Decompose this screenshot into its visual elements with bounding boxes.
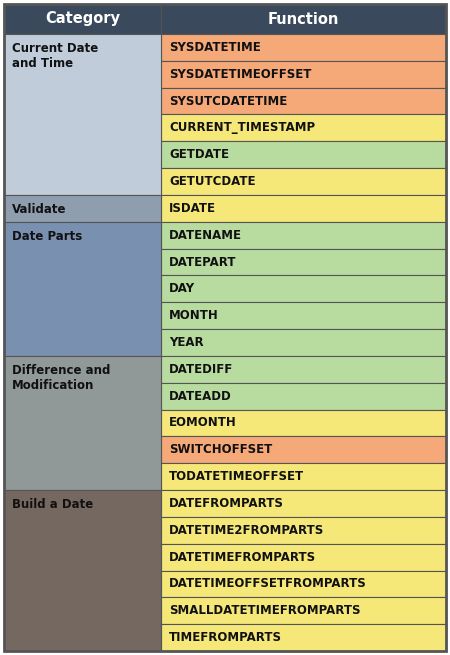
Bar — [161, 329, 446, 356]
Bar — [161, 409, 446, 436]
Bar — [161, 544, 446, 571]
Bar — [161, 517, 446, 544]
Text: DATEADD: DATEADD — [169, 390, 232, 403]
Text: SYSDATETIME: SYSDATETIME — [169, 41, 261, 54]
Bar — [161, 34, 446, 61]
Text: DATETIMEFROMPARTS: DATETIMEFROMPARTS — [169, 551, 316, 563]
Text: DATETIME2FROMPARTS: DATETIME2FROMPARTS — [169, 524, 324, 537]
Bar — [161, 115, 446, 141]
Bar — [161, 141, 446, 168]
Text: CURRENT_TIMESTAMP: CURRENT_TIMESTAMP — [169, 121, 315, 134]
Bar — [161, 383, 446, 409]
Bar — [161, 302, 446, 329]
Bar — [4, 490, 161, 651]
Text: MONTH: MONTH — [169, 309, 219, 322]
Bar — [161, 490, 446, 517]
Text: SYSDATETIMEOFFSET: SYSDATETIMEOFFSET — [169, 67, 311, 81]
Text: TODATETIMEOFFSET: TODATETIMEOFFSET — [169, 470, 304, 483]
Bar — [4, 356, 161, 490]
Text: YEAR: YEAR — [169, 336, 203, 349]
Text: ISDATE: ISDATE — [169, 202, 216, 215]
Text: GETUTCDATE: GETUTCDATE — [169, 175, 256, 188]
Text: GETDATE: GETDATE — [169, 148, 229, 161]
Text: SMALLDATETIMEFROMPARTS: SMALLDATETIMEFROMPARTS — [169, 605, 360, 617]
Bar — [161, 436, 446, 463]
Text: DATEDIFF: DATEDIFF — [169, 363, 233, 376]
Bar — [161, 61, 446, 88]
Text: Build a Date: Build a Date — [12, 498, 93, 511]
Text: DATENAME: DATENAME — [169, 229, 242, 242]
Bar — [161, 168, 446, 195]
Bar — [4, 4, 161, 34]
Bar — [161, 571, 446, 597]
Bar — [161, 276, 446, 302]
Bar — [161, 4, 446, 34]
Text: TIMEFROMPARTS: TIMEFROMPARTS — [169, 631, 282, 644]
Text: Current Date
and Time: Current Date and Time — [12, 42, 98, 70]
Bar — [4, 34, 161, 195]
Text: Function: Function — [268, 12, 339, 26]
Bar — [161, 624, 446, 651]
Text: Date Parts: Date Parts — [12, 230, 82, 243]
Text: SYSUTCDATETIME: SYSUTCDATETIME — [169, 94, 287, 107]
Bar — [4, 195, 161, 222]
Bar — [161, 249, 446, 276]
Bar — [161, 88, 446, 115]
Bar — [161, 195, 446, 222]
Text: EOMONTH: EOMONTH — [169, 417, 237, 430]
Text: DATEPART: DATEPART — [169, 255, 236, 269]
Bar — [161, 356, 446, 383]
Text: SWITCHOFFSET: SWITCHOFFSET — [169, 443, 272, 457]
Text: DAY: DAY — [169, 282, 195, 295]
Text: Validate: Validate — [12, 203, 67, 216]
Text: DATETIMEOFFSETFROMPARTS: DATETIMEOFFSETFROMPARTS — [169, 578, 367, 590]
Bar — [161, 222, 446, 249]
Bar — [4, 222, 161, 356]
Bar — [161, 463, 446, 490]
Bar — [161, 597, 446, 624]
Text: DATEFROMPARTS: DATEFROMPARTS — [169, 497, 284, 510]
Text: Category: Category — [45, 12, 120, 26]
Text: Difference and
Modification: Difference and Modification — [12, 364, 110, 392]
